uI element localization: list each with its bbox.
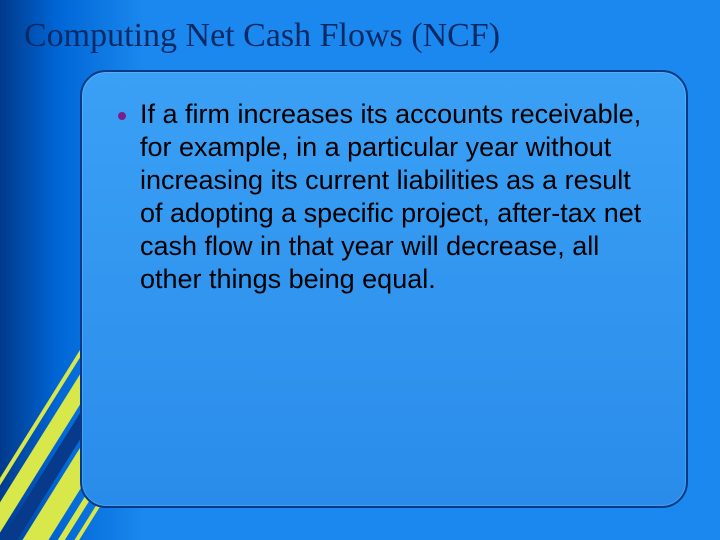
slide-title: Computing Net Cash Flows (NCF) [24, 17, 500, 55]
bullet-dot-icon [118, 112, 126, 120]
title-area: Computing Net Cash Flows (NCF) [24, 8, 696, 64]
bullet-text: If a firm increases its accounts receiva… [140, 98, 656, 296]
content-panel: If a firm increases its accounts receiva… [80, 70, 688, 508]
bullet-item: If a firm increases its accounts receiva… [118, 98, 656, 296]
slide: Computing Net Cash Flows (NCF) If a firm… [0, 0, 720, 540]
